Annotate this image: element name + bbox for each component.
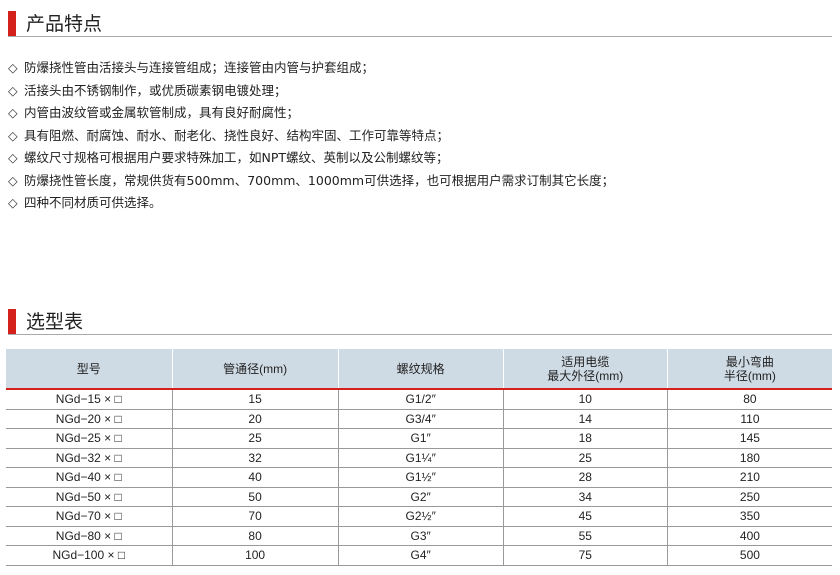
table-cell: 32 <box>171 448 339 468</box>
column-header: 适用电缆 最大外径(mm) <box>502 349 668 390</box>
table-cell: G2″ <box>337 487 504 507</box>
feature-text: 防爆挠性管由活接头与连接管组成；连接管由内管与护套组成； <box>24 60 375 75</box>
table-cell: 25 <box>171 428 339 449</box>
table-cell: NGd−40 × □ <box>6 467 173 488</box>
feature-item: ◇ 具有阻燃、耐腐蚀、耐水、耐老化、挠性良好、结构牢固、工作可靠等特点； <box>8 125 614 148</box>
table-cell: NGd−25 × □ <box>6 428 173 449</box>
feature-item: ◇ 四种不同材质可供选择。 <box>8 192 614 215</box>
column-header: 型号 <box>6 349 173 390</box>
feature-text: 防爆挠性管长度，常规供货有500mm、700mm、1000mm可供选择，也可根据… <box>24 172 615 188</box>
table-cell: 34 <box>502 487 668 507</box>
table-cell: G2½″ <box>337 506 504 527</box>
section-title: 产品特点 <box>26 13 103 35</box>
table-cell: 18 <box>502 428 668 449</box>
section-title: 选型表 <box>26 311 84 333</box>
table-cell: 100 <box>171 545 339 566</box>
table-cell: 40 <box>171 467 339 488</box>
table-cell: 20 <box>171 409 339 429</box>
table-cell: G1/2″ <box>337 389 504 410</box>
table-cell: G3/4″ <box>337 409 504 429</box>
feature-text: 具有阻燃、耐腐蚀、耐水、耐老化、挠性良好、结构牢固、工作可靠等特点； <box>24 127 450 143</box>
table-row: NGd−100 × □ 100 G4″ 75 500 <box>6 545 832 566</box>
table-cell: 180 <box>666 448 832 468</box>
table-row: NGd−25 × □ 25 G1″ 18 145 <box>6 428 832 449</box>
table-cell: NGd−100 × □ <box>6 545 173 566</box>
feature-list: ◇ 防爆挠性管由活接头与连接管组成；连接管由内管与护套组成； ◇ 活接头由不锈钢制作，… <box>8 57 614 215</box>
column-header: 管通径(mm) <box>171 349 339 390</box>
accent-bar <box>8 11 16 36</box>
table-cell: NGd−50 × □ <box>6 487 173 507</box>
feature-text: 四种不同材质可供选择。 <box>24 195 162 210</box>
feature-item: ◇ 活接头由不锈钢制作，或优质碳素钢电镀处理； <box>8 80 614 103</box>
column-header: 螺纹规格 <box>337 349 504 390</box>
table-cell: 500 <box>666 545 832 566</box>
table-row: NGd−40 × □ 40 G1½″ 28 210 <box>6 467 832 488</box>
accent-bar <box>8 309 16 334</box>
table-cell: 15 <box>171 389 339 410</box>
table-cell: 110 <box>666 409 832 429</box>
table-cell: NGd−15 × □ <box>6 389 173 410</box>
table-cell: 75 <box>502 545 668 566</box>
column-header-line: 最小弯曲 <box>725 354 774 369</box>
feature-item: ◇ 防爆挠性管由活接头与连接管组成；连接管由内管与护套组成； <box>8 57 614 80</box>
table-cell: 28 <box>502 467 668 488</box>
diamond-bullet-icon: ◇ <box>8 60 18 75</box>
table-cell: G4″ <box>337 545 504 566</box>
table-row: NGd−50 × □ 50 G2″ 34 250 <box>6 487 832 507</box>
table-cell: 10 <box>502 389 668 410</box>
table-cell: 250 <box>666 487 832 507</box>
column-header-line: 型号 <box>76 361 101 376</box>
column-header-line: 适用电缆 <box>561 354 610 369</box>
table-cell: 45 <box>502 506 668 527</box>
table-cell: NGd−32 × □ <box>6 448 173 468</box>
table-cell: G3″ <box>337 526 504 546</box>
section-header-selection: 选型表 <box>8 306 832 335</box>
feature-text: 活接头由不锈钢制作，或优质碳素钢电镀处理； <box>24 82 287 98</box>
table-cell: NGd−80 × □ <box>6 526 173 546</box>
table-cell: 70 <box>171 506 339 527</box>
table-cell: G1½″ <box>337 467 504 488</box>
feature-item: ◇ 内管由波纹管或金属软管制成，具有良好耐腐性； <box>8 102 614 125</box>
table-cell: 14 <box>502 409 668 429</box>
table-cell: 350 <box>666 506 832 527</box>
table-cell: 55 <box>502 526 668 546</box>
table-cell: 145 <box>666 428 832 449</box>
diamond-bullet-icon: ◇ <box>8 105 18 120</box>
column-header-line: 管通径(mm) <box>223 361 288 376</box>
diamond-bullet-icon: ◇ <box>8 150 18 165</box>
diamond-bullet-icon: ◇ <box>8 195 18 210</box>
feature-item: ◇ 螺纹尺寸规格可根据用户要求特殊加工，如NPT螺纹、英制以及公制螺纹等； <box>8 147 614 170</box>
column-header: 最小弯曲 半径(mm) <box>666 349 832 390</box>
table-header-row: 型号 管通径(mm) 螺纹规格 适用电缆 最大外径(mm) 最小弯曲 半径(mm) <box>6 349 832 390</box>
table-cell: NGd−70 × □ <box>6 506 173 527</box>
table-row: NGd−70 × □ 70 G2½″ 45 350 <box>6 506 832 527</box>
table-row: NGd−15 × □ 15 G1/2″ 10 80 <box>6 389 832 410</box>
section-header-features: 产品特点 <box>8 8 832 37</box>
table-cell: 50 <box>171 487 339 507</box>
table-cell: G1″ <box>337 428 504 449</box>
diamond-bullet-icon: ◇ <box>8 127 18 143</box>
table-row: NGd−32 × □ 32 G1¼″ 25 180 <box>6 448 832 468</box>
diamond-bullet-icon: ◇ <box>8 82 18 98</box>
table-cell: 80 <box>171 526 339 546</box>
table-cell: 210 <box>666 467 832 488</box>
table-cell: 400 <box>666 526 832 546</box>
feature-text: 内管由波纹管或金属软管制成，具有良好耐腐性； <box>24 105 300 120</box>
table-cell: 80 <box>666 389 832 410</box>
column-header-line: 半径(mm) <box>723 368 776 383</box>
selection-table: 型号 管通径(mm) 螺纹规格 适用电缆 最大外径(mm) 最小弯曲 半径(mm) NGd−… <box>6 349 832 566</box>
diamond-bullet-icon: ◇ <box>8 172 18 188</box>
table-cell: NGd−20 × □ <box>6 409 173 429</box>
column-header-line: 螺纹规格 <box>396 361 445 376</box>
feature-item: ◇ 防爆挠性管长度，常规供货有500mm、700mm、1000mm可供选择，也可根… <box>8 170 614 193</box>
feature-text: 螺纹尺寸规格可根据用户要求特殊加工，如NPT螺纹、英制以及公制螺纹等； <box>24 150 449 165</box>
table-row: NGd−20 × □ 20 G3/4″ 14 110 <box>6 409 832 429</box>
column-header-line: 最大外径(mm) <box>547 368 624 383</box>
table-cell: G1¼″ <box>337 448 504 468</box>
table-cell: 25 <box>502 448 668 468</box>
table-row: NGd−80 × □ 80 G3″ 55 400 <box>6 526 832 546</box>
